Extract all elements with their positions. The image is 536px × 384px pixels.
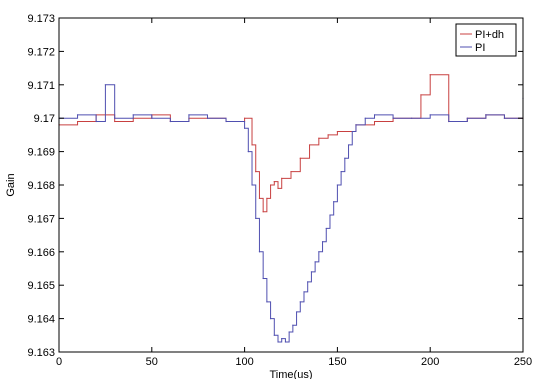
- y-tick-label: 9.165: [27, 280, 55, 292]
- data-point: [299, 301, 301, 303]
- data-point: [373, 120, 376, 123]
- data-point: [225, 120, 227, 123]
- x-tick-label: 50: [146, 356, 158, 368]
- data-point: [340, 171, 342, 173]
- data-point: [318, 137, 320, 139]
- y-tick-label: 9.17: [34, 113, 55, 125]
- data-point: [364, 117, 366, 119]
- data-point: [277, 341, 279, 343]
- x-tick-label: 150: [328, 356, 346, 368]
- data-point: [466, 117, 468, 119]
- data-point: [373, 114, 376, 116]
- data-point: [206, 117, 209, 119]
- data-point: [336, 130, 338, 133]
- data-point: [269, 318, 272, 320]
- data-point: [303, 291, 305, 293]
- y-tick-label: 9.167: [27, 213, 55, 225]
- x-tick-label: 100: [235, 356, 253, 368]
- data-point: [262, 277, 264, 280]
- data-point: [292, 324, 294, 326]
- data-point: [318, 251, 320, 253]
- data-point: [290, 171, 292, 173]
- data-point: [255, 171, 257, 173]
- data-point: [284, 341, 287, 343]
- data-point: [325, 227, 327, 230]
- data-point: [351, 130, 353, 133]
- data-point: [244, 117, 246, 119]
- series-layer: [58, 74, 524, 343]
- y-tick-label: 9.166: [27, 247, 55, 259]
- data-point: [76, 120, 79, 123]
- data-point: [429, 114, 431, 116]
- data-point: [104, 84, 106, 86]
- data-point: [244, 127, 246, 129]
- data-point: [188, 114, 190, 116]
- legend-label-pi-dh: PI+dh: [475, 29, 504, 41]
- data-point: [448, 120, 450, 123]
- data-point: [308, 144, 311, 146]
- y-tick-label: 9.171: [27, 80, 55, 92]
- data-point: [269, 184, 272, 186]
- data-point: [273, 334, 275, 336]
- data-point: [420, 94, 422, 96]
- x-tick-label: 0: [56, 356, 62, 368]
- data-point: [347, 144, 350, 146]
- data-point: [288, 331, 290, 333]
- data-point: [299, 157, 301, 159]
- data-point: [295, 311, 298, 313]
- data-point: [169, 120, 171, 123]
- data-point: [411, 117, 413, 119]
- y-tick-label: 9.173: [27, 13, 55, 25]
- data-point: [266, 301, 268, 303]
- data-point: [262, 211, 264, 213]
- y-tick-label: 9.164: [27, 314, 55, 326]
- data-point: [314, 261, 316, 263]
- legend: PI+dh PI: [455, 23, 517, 57]
- data-point: [336, 184, 338, 186]
- data-point: [429, 74, 431, 76]
- data-point: [392, 117, 394, 119]
- data-point: [114, 120, 116, 123]
- data-point: [485, 114, 487, 116]
- data-point: [95, 120, 97, 123]
- data-point: [247, 151, 249, 153]
- series-line-pi: [59, 84, 524, 343]
- data-point: [281, 177, 283, 179]
- x-axis-label: Time(us): [270, 369, 313, 379]
- data-point: [344, 157, 346, 159]
- ticks-layer: 0 50 100 150 200 250 9.163 9.164 9.165 9.166 9.167…: [27, 13, 532, 368]
- x-tick-label: 200: [421, 356, 439, 368]
- data-point: [251, 144, 253, 146]
- y-tick-label: 9.172: [27, 46, 55, 58]
- legend-label-pi: PI: [475, 42, 485, 54]
- data-point: [327, 134, 329, 136]
- data-point: [277, 187, 279, 189]
- data-point: [329, 214, 331, 216]
- data-point: [321, 241, 324, 243]
- data-point: [333, 201, 335, 203]
- legend-box: [455, 23, 517, 57]
- data-point: [310, 271, 313, 273]
- data-point: [132, 114, 134, 116]
- y-tick-label: 9.168: [27, 180, 55, 192]
- data-point: [151, 117, 153, 119]
- data-point: [251, 184, 253, 186]
- y-tick-label: 9.163: [27, 347, 55, 359]
- data-point: [307, 281, 309, 283]
- data-point: [255, 217, 257, 219]
- data-point: [258, 251, 261, 253]
- data-point: [76, 114, 79, 116]
- data-point: [503, 117, 506, 119]
- data-point: [258, 197, 261, 199]
- data-point: [114, 117, 116, 119]
- data-point: [355, 124, 357, 126]
- y-axis-label: Gain: [5, 173, 17, 196]
- y-tick-label: 9.169: [27, 147, 55, 159]
- data-point: [281, 338, 283, 340]
- data-point: [266, 197, 268, 199]
- x-tick-label: 250: [514, 356, 532, 368]
- data-point: [273, 181, 275, 183]
